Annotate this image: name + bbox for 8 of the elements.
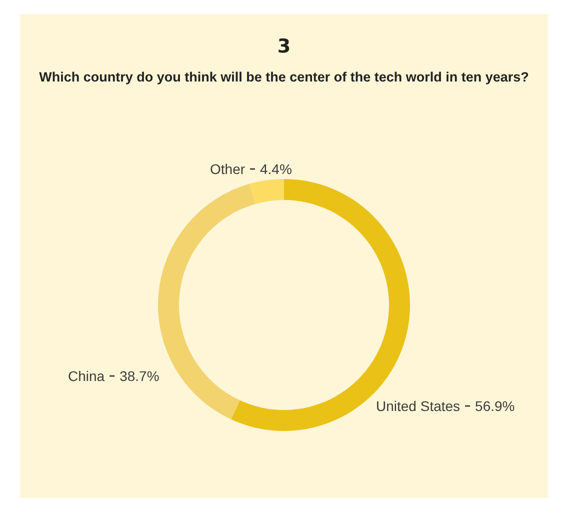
slice-label: China — [68, 368, 105, 384]
data-label: 4.4% — [260, 161, 292, 177]
data-label: 56.9% — [475, 398, 515, 414]
data-label: 38.7% — [120, 368, 160, 384]
slice-label: United States — [376, 398, 460, 414]
chart-title: 3 — [277, 36, 291, 58]
chart-subtitle: Which country do you think will be the center of the tech world in ten years? — [39, 70, 529, 84]
slice-label: Other — [210, 161, 246, 177]
